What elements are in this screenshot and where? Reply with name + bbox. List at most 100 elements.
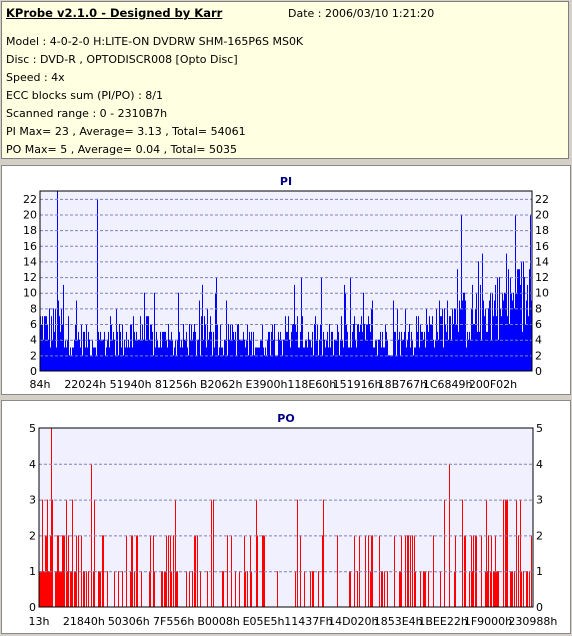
- pi-bar: [103, 339, 104, 371]
- pi-bar: [284, 339, 285, 371]
- pi-ytick-label-left: 22: [23, 193, 37, 206]
- pi-bar: [205, 324, 206, 371]
- pi-bar: [206, 347, 207, 371]
- pi-bar: [352, 331, 353, 371]
- po-bar: [103, 535, 104, 607]
- pi-xtick-label: 200F02h: [469, 378, 517, 391]
- pi-bar: [88, 331, 89, 371]
- pi-bar: [264, 355, 265, 371]
- po-bar: [175, 499, 176, 607]
- po-bar: [197, 535, 198, 607]
- po-bar: [523, 571, 524, 607]
- pi-bar: [76, 300, 77, 371]
- pi-bar: [527, 284, 528, 371]
- pi-bar: [152, 331, 153, 371]
- pi-bar: [400, 355, 401, 371]
- po-ytick-label-left: 3: [29, 494, 36, 507]
- pi-bar: [439, 300, 440, 371]
- po-bar: [83, 571, 84, 607]
- pi-bar: [320, 324, 321, 371]
- pi-bar: [276, 355, 277, 371]
- po-bar: [472, 571, 473, 607]
- pi-bar: [483, 300, 484, 371]
- pi-bar: [117, 331, 118, 371]
- pi-bar: [459, 300, 460, 371]
- po-bar: [134, 571, 135, 607]
- po-bar: [251, 571, 252, 607]
- pi-bar: [282, 355, 283, 371]
- pi-bar: [270, 355, 271, 371]
- po-bar: [189, 571, 190, 607]
- pi-bar: [385, 324, 386, 371]
- pi-bar: [78, 331, 79, 371]
- pi-bar: [174, 347, 175, 371]
- pi-bar: [183, 324, 184, 371]
- pi-bar: [214, 347, 215, 371]
- pi-bar: [132, 347, 133, 371]
- pi-ytick-label-right: 4: [535, 334, 542, 347]
- pi-bar: [514, 308, 515, 371]
- pi-bar: [104, 331, 105, 371]
- pi-bar: [522, 331, 523, 371]
- pi-bar: [93, 347, 94, 371]
- pi-bar: [273, 339, 274, 371]
- po-bar: [487, 571, 488, 607]
- pi-bar: [100, 331, 101, 371]
- po-bar: [122, 571, 123, 607]
- po-bar: [507, 499, 508, 607]
- pi-bar: [422, 331, 423, 371]
- pi-bar: [403, 339, 404, 371]
- pi-bar: [274, 324, 275, 371]
- pi-ytick-label-right: 20: [535, 208, 549, 221]
- pi-bar: [467, 331, 468, 371]
- po-ytick-label-left: 4: [29, 458, 36, 471]
- pi-bar: [81, 324, 82, 371]
- pi-bar: [328, 347, 329, 371]
- po-ytick-label-right: 3: [536, 494, 543, 507]
- pi-bar: [390, 355, 391, 371]
- po-bar: [262, 535, 263, 607]
- po-bar: [514, 571, 515, 607]
- pi-bar: [232, 324, 233, 371]
- pi-bar: [249, 331, 250, 371]
- pi-bar: [109, 347, 110, 371]
- pi-bar: [432, 316, 433, 371]
- pi-bar: [429, 316, 430, 371]
- pi-bar: [339, 355, 340, 371]
- pi-bar: [399, 331, 400, 371]
- pi-bar: [518, 269, 519, 371]
- po-bar: [526, 571, 527, 607]
- pi-bar: [351, 347, 352, 371]
- po-bar: [529, 571, 530, 607]
- po-bar: [107, 571, 108, 607]
- pi-bar: [56, 347, 57, 371]
- po-bar: [420, 571, 421, 607]
- pi-bar: [394, 331, 395, 371]
- pi-ytick-label-left: 10: [23, 287, 37, 300]
- pi-bar: [348, 347, 349, 371]
- pi-bar: [111, 324, 112, 371]
- pi-ytick-label-right: 6: [535, 318, 542, 331]
- pi-bar: [221, 347, 222, 371]
- po-bar: [43, 571, 44, 607]
- pi-bar: [404, 331, 405, 371]
- pi-bar: [144, 292, 145, 371]
- po-ytick-label-right: 4: [536, 458, 543, 471]
- po-plot-area: [38, 427, 534, 608]
- pi-bar: [427, 324, 428, 371]
- pi-bar: [389, 355, 390, 371]
- pi-bar: [42, 316, 43, 371]
- po-ytick-label-right: 2: [536, 529, 543, 542]
- pi-bar: [414, 347, 415, 371]
- po-xtick-label: 7F556h: [153, 615, 194, 628]
- pi-bar: [286, 331, 287, 371]
- pi-bar: [262, 324, 263, 371]
- po-bar: [496, 571, 497, 607]
- pi-bar: [252, 355, 253, 371]
- pi-bar: [464, 292, 465, 371]
- po-bar: [415, 571, 416, 607]
- pi-bar: [476, 292, 477, 371]
- pi-ytick-label-left: 12: [23, 271, 37, 284]
- po-chart-title: PO: [277, 412, 294, 425]
- pi-bar: [71, 355, 72, 371]
